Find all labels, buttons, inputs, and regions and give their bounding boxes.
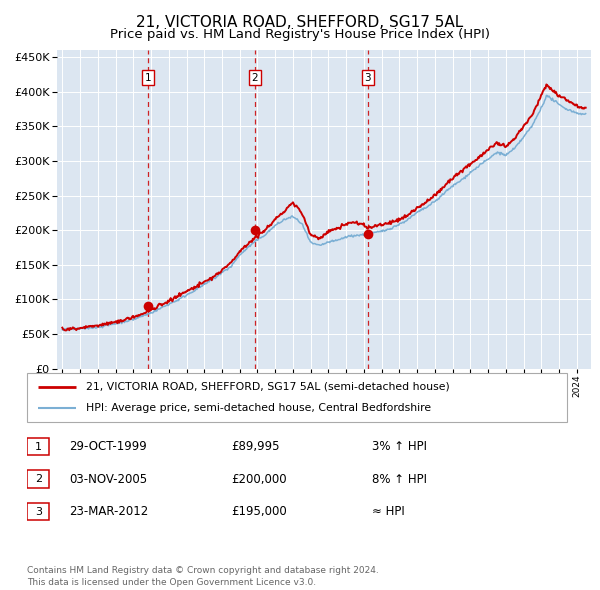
- Text: 21, VICTORIA ROAD, SHEFFORD, SG17 5AL (semi-detached house): 21, VICTORIA ROAD, SHEFFORD, SG17 5AL (s…: [86, 382, 450, 392]
- Text: HPI: Average price, semi-detached house, Central Bedfordshire: HPI: Average price, semi-detached house,…: [86, 404, 431, 414]
- FancyBboxPatch shape: [27, 373, 567, 422]
- Text: £195,000: £195,000: [231, 505, 287, 518]
- Text: 1: 1: [35, 442, 42, 451]
- Text: Contains HM Land Registry data © Crown copyright and database right 2024.
This d: Contains HM Land Registry data © Crown c…: [27, 566, 379, 587]
- Text: ≈ HPI: ≈ HPI: [372, 505, 405, 518]
- Text: 3: 3: [365, 73, 371, 83]
- Text: 1: 1: [145, 73, 151, 83]
- Text: 8% ↑ HPI: 8% ↑ HPI: [372, 473, 427, 486]
- FancyBboxPatch shape: [28, 470, 49, 488]
- Text: 29-OCT-1999: 29-OCT-1999: [69, 440, 147, 453]
- Text: 03-NOV-2005: 03-NOV-2005: [69, 473, 147, 486]
- Text: £200,000: £200,000: [231, 473, 287, 486]
- Text: 21, VICTORIA ROAD, SHEFFORD, SG17 5AL: 21, VICTORIA ROAD, SHEFFORD, SG17 5AL: [136, 15, 464, 30]
- Text: 3: 3: [35, 507, 42, 516]
- Text: 2: 2: [35, 474, 42, 484]
- Text: 3% ↑ HPI: 3% ↑ HPI: [372, 440, 427, 453]
- FancyBboxPatch shape: [28, 438, 49, 455]
- Text: 23-MAR-2012: 23-MAR-2012: [69, 505, 148, 518]
- Text: Price paid vs. HM Land Registry's House Price Index (HPI): Price paid vs. HM Land Registry's House …: [110, 28, 490, 41]
- Text: £89,995: £89,995: [231, 440, 280, 453]
- FancyBboxPatch shape: [28, 503, 49, 520]
- Text: 2: 2: [251, 73, 258, 83]
